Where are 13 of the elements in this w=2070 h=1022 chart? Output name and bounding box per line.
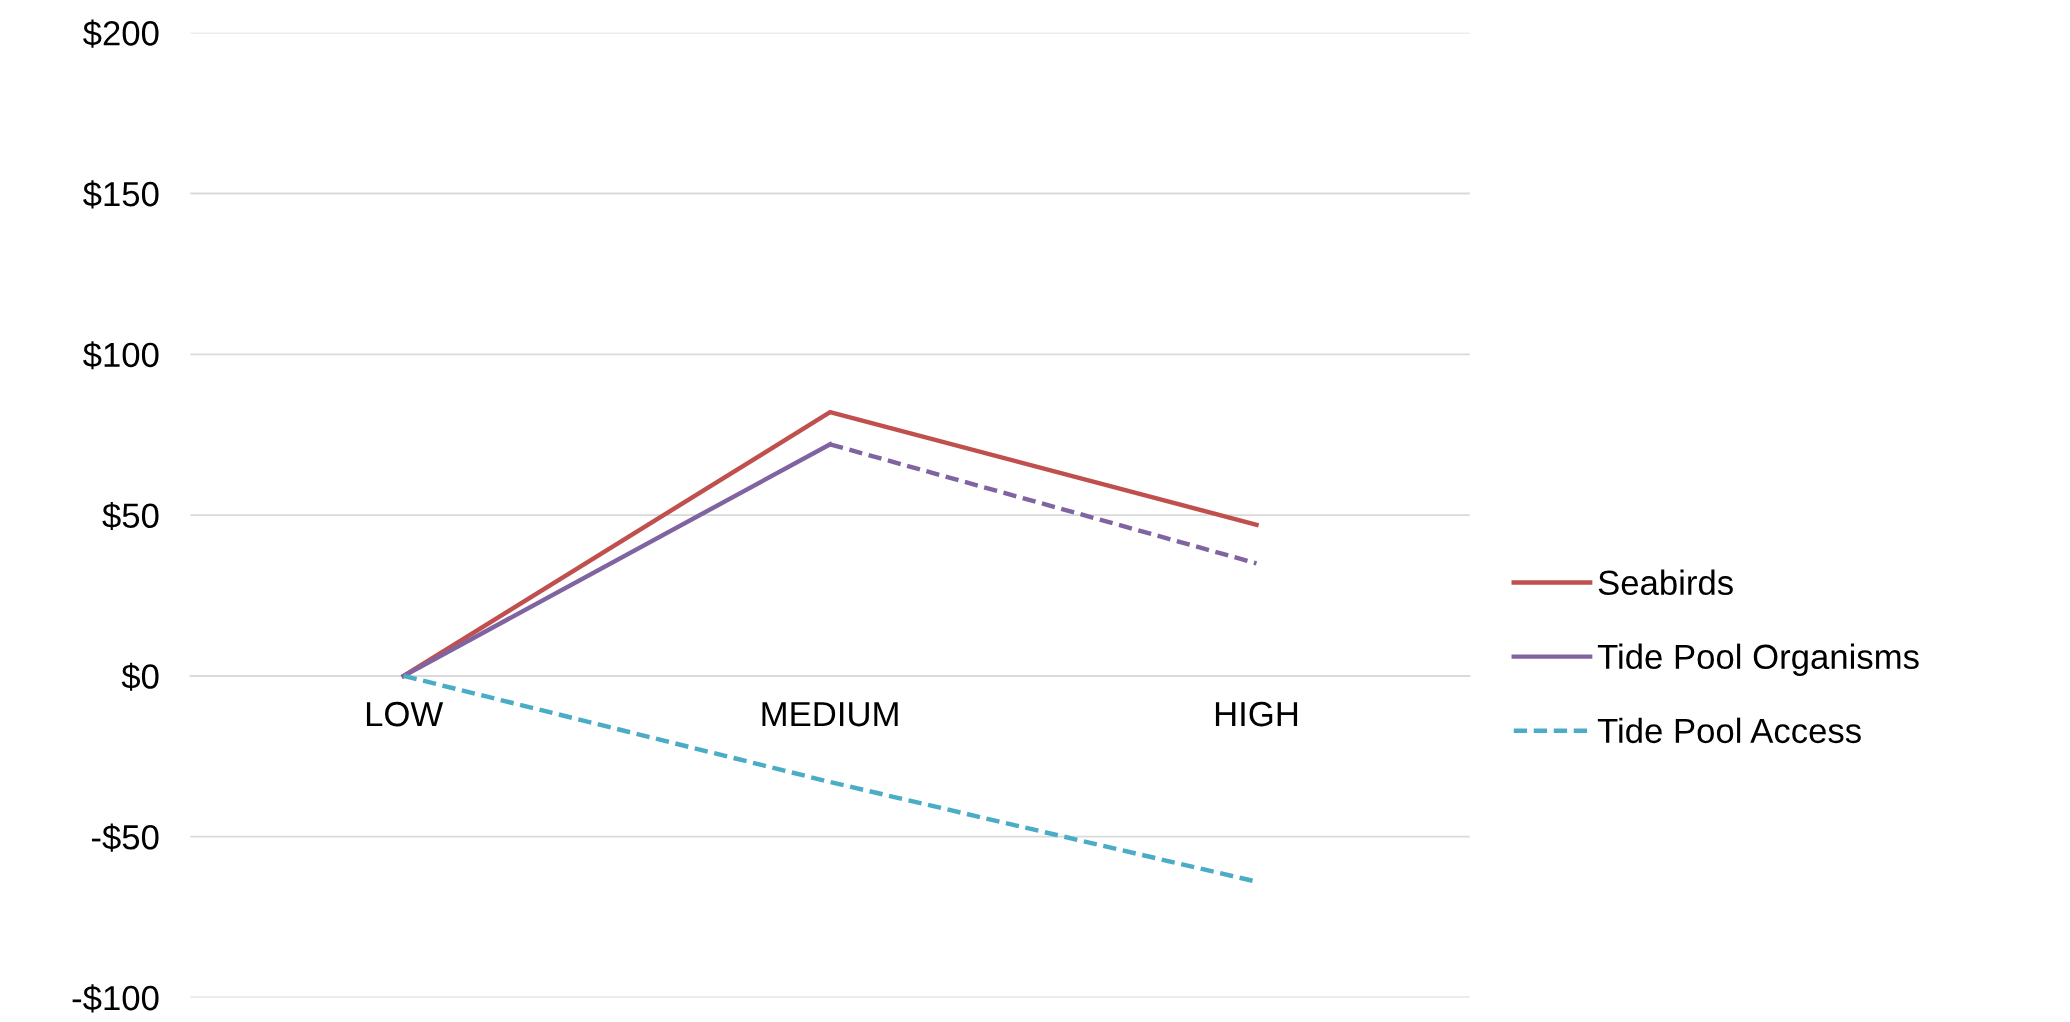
y-tick-label: $50 <box>102 501 159 531</box>
y-tick-label: -$50 <box>91 823 159 852</box>
x-tick-label: MEDIUM <box>762 702 898 727</box>
y-tick-label: $200 <box>83 19 159 48</box>
legend-label: Seabirds <box>1598 569 1733 596</box>
y-tick-label: $150 <box>83 180 159 209</box>
y-tick-label: -$100 <box>72 984 159 1013</box>
x-tick-label: LOW <box>366 701 444 727</box>
legend-label: Tide Pool Organisms <box>1597 643 1919 676</box>
y-tick-label: $0 <box>121 662 159 691</box>
y-tick-label: $100 <box>83 341 159 370</box>
x-tick-label: HIGH <box>1215 701 1298 727</box>
legend-label: Tide Pool Access <box>1597 717 1861 744</box>
